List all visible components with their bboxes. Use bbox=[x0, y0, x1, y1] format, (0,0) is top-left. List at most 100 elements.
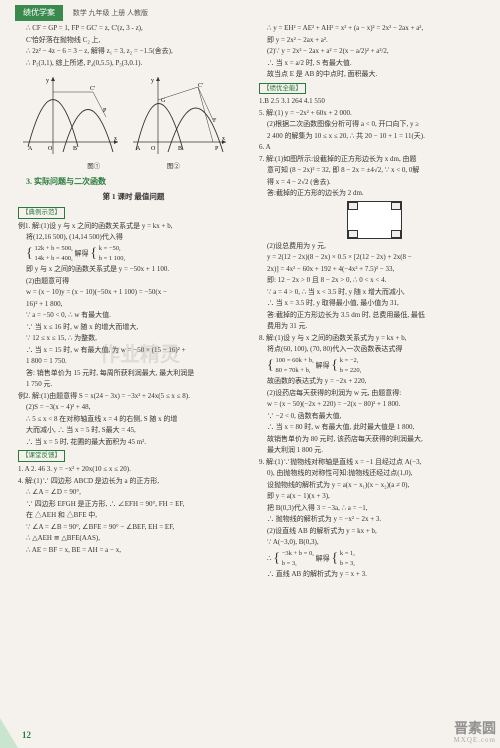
text-line: (2)设药店每天获得的利润为 w 元, 由题意得: bbox=[259, 388, 490, 399]
text-line: 16)² + 1 800, bbox=[18, 299, 249, 310]
text-line: 5. 解:(1) y = −2x² + 60x + 2 000. bbox=[259, 108, 490, 119]
text-line: (2)根据二次函数图像分析可得 a < 0, 开口向下, y ≥ bbox=[259, 119, 490, 130]
text-line: 即 y = 2x² − 2ax + a². bbox=[259, 35, 490, 46]
page-content: ∴ CF = GP = 1, FP = GC' = z, C'(z, 3 - z… bbox=[0, 21, 500, 581]
text-line: ∴ 5 ≤ x < 8 在对称轴直线 x = 4 的右侧, S 随 x 的增 bbox=[18, 414, 249, 425]
text-line: ∴ 当 x = 80 时, w 有最大值, 此时最大值是 1 800, bbox=[259, 422, 490, 433]
text-line: (2)由题意可得 bbox=[18, 276, 249, 287]
svg-text:x: x bbox=[222, 136, 225, 142]
page-corner-decoration bbox=[0, 718, 18, 748]
svg-text:x: x bbox=[114, 136, 117, 142]
text-line: ∴ △AEH ≌ △BFE(AAS), bbox=[18, 533, 249, 544]
text-line: 0), 由抛物线的对称性可知:抛物线还经过点(1,0), bbox=[259, 468, 490, 479]
text-line: (2)∵ y = 2x² − 2ax + a² = 2(x − a/2)² + … bbox=[259, 46, 490, 57]
text-line: ∵ a = −50 < 0, ∴ w 有最大值. bbox=[18, 310, 249, 321]
right-column: ∴ y = EH² = AE² + AH² = x² + (a − x)² = … bbox=[259, 23, 490, 581]
text-line: ∴ 当 x = a/2 时, S 有最大值. bbox=[259, 58, 490, 69]
text-line: ∴ 当 x = 15 时, w 有最大值, 为 w = −50 × (15 − … bbox=[18, 345, 249, 356]
text-line: 1 800 = 1 750. bbox=[18, 356, 249, 367]
text-line: w = (x − 50)(−2x + 220) = −2(x − 80)² + … bbox=[259, 399, 490, 410]
text-line: (2)S = −3(x − 4)² + 48, bbox=[18, 402, 249, 413]
svg-text:y: y bbox=[151, 78, 154, 84]
text-line: (2)设直线 AB 的解析式为 y = kx + b, bbox=[259, 526, 490, 537]
text-line: 即 y 与 x 之间的函数关系式是 y = −50x + 1 100. bbox=[18, 264, 249, 275]
text-line: 答:截掉的正方形的边长为 2 dm. bbox=[259, 188, 490, 199]
text-line: ∵ ∠A = ∠B = 90°, ∠BFE = 90° − ∠BEF, EH =… bbox=[18, 522, 249, 533]
text-line: ∴ AE = BF = x, BE = AH = a − x, bbox=[18, 545, 249, 556]
text-line: 答: 销售单价为 15 元时, 每周所获利润最大, 最大利润是 bbox=[18, 368, 249, 379]
equation-system: { 100 = 60k + b,80 = 70k + b, 解得 { k = −… bbox=[259, 356, 490, 376]
svg-text:A: A bbox=[136, 146, 141, 152]
text-line: 故函数的表达式为 y = −2x + 220, bbox=[259, 376, 490, 387]
text-line: ∵ −2 < 0, 函数有最大值, bbox=[259, 411, 490, 422]
section-title: 3. 实际问题与二次函数 bbox=[18, 176, 249, 188]
page-header: 绩优学案 数学 九年级 上册 人教版 bbox=[0, 0, 500, 21]
text-line: 大而减小, ∴ 当 x = 5 时, S最大 = 45, bbox=[18, 425, 249, 436]
text-line: 1 750 元. bbox=[18, 379, 249, 390]
text-line: 4. 解:(1)∵ 四边形 ABCD 是边长为 a 的正方形, bbox=[18, 476, 249, 487]
text-line: 在 △AEH 和 △BFE 中, bbox=[18, 510, 249, 521]
text-line: 2 400 的解集为 10 ≤ x ≤ 20, ∴ 共 20 − 10 + 1 … bbox=[259, 131, 490, 142]
svg-text:O: O bbox=[151, 146, 156, 152]
lesson-title: 第 1 课时 最值问题 bbox=[18, 191, 249, 202]
text-line: 即 y = a(x − 1)(x + 3), bbox=[259, 491, 490, 502]
text-line: ∵ A(−3,0), B(0,3), bbox=[259, 537, 490, 548]
text-line: 例1. 解:(1)设 y 与 x 之间的函数关系式是 y = kx + b, bbox=[18, 221, 249, 232]
equation-system: ∴ { −3k + b = 0,b = 3, 解得 { k = 1,b = 3, bbox=[259, 549, 490, 569]
figure-caption: 图① 图② bbox=[18, 162, 249, 172]
svg-text:F: F bbox=[213, 118, 217, 124]
text-line: ∵ 四边形 EFGH 是正方形, ∴ ∠EFH = 90°, FH = EF, bbox=[18, 499, 249, 510]
box-demo: 【典例示范】 bbox=[18, 207, 65, 219]
header-badge: 绩优学案 bbox=[15, 5, 63, 21]
text-line: 1. A 2. 46 3. y = −x² + 20x(10 ≤ x ≤ 20)… bbox=[18, 464, 249, 475]
text-line: 将(12,16 500), (14,14 500)代入得 bbox=[18, 232, 249, 243]
svg-text:P: P bbox=[215, 146, 219, 152]
text-line: ∴ 当 x = 3.5 时, y 取得最小值, 最小值为 31, bbox=[259, 298, 490, 309]
svg-text:O: O bbox=[48, 146, 53, 152]
text-line: 把 B(0,3)代入得 3 = −3a, ∴ a = −1, bbox=[259, 503, 490, 514]
svg-text:B: B bbox=[73, 146, 77, 152]
text-line: ∴ CF = GP = 1, FP = GC' = z, C'(z, 3 - z… bbox=[18, 23, 249, 34]
text-line: 设抛物线的解析式为 y = a(x − x₁)(x − x₂)(a ≠ 0), bbox=[259, 480, 490, 491]
page-number: 12 bbox=[22, 729, 31, 743]
left-column: ∴ CF = GP = 1, FP = GC' = z, C'(z, 3 - z… bbox=[18, 23, 249, 581]
svg-text:C': C' bbox=[90, 86, 95, 92]
watermark-bottom-right: 晋素圆 MXQE.com bbox=[454, 723, 496, 744]
text-line: ∵ 当 x ≤ 16 时, w 随 x 的增大而增大, bbox=[18, 322, 249, 333]
text-line: ∵ a = 4 > 0, ∴ 当 x < 3.5 时, y 随 x 增大而减小, bbox=[259, 287, 490, 298]
text-line: ∴ y = EH² = AE² + AH² = x² + (a − x)² = … bbox=[259, 23, 490, 34]
text-line: 最大利润 1 800 元. bbox=[259, 445, 490, 456]
text-line: ∴ ∠A = ∠D = 90°, bbox=[18, 487, 249, 498]
text-line: 故销售单价为 80 元时, 该药店每天获得的利润最大, bbox=[259, 434, 490, 445]
text-line: 8. 解:(1)设 y 与 x 之间的函数关系式为 y = kx + b, bbox=[259, 333, 490, 344]
text-line: y = 2(12 − 2x)(8 − 2x) × 0.5 × [2(12 − 2… bbox=[259, 252, 490, 263]
svg-text:y: y bbox=[46, 78, 49, 84]
svg-text:B: B bbox=[178, 146, 182, 152]
text-line: (2)设总费用为 y 元, bbox=[259, 241, 490, 252]
box-all: 【绩优全能】 bbox=[259, 83, 306, 95]
text-line: 故当点 E 是 AB 的中点时, 面积最大. bbox=[259, 69, 490, 80]
text-line: ∴ 直线 AB 的解析式为 y = x + 3. bbox=[259, 569, 490, 580]
header-subtitle: 数学 九年级 上册 人教版 bbox=[73, 9, 148, 17]
text-line: ∴ 2z² − 4z − 6 = 3 − z, 解得 z₁ = 3, z₂ = … bbox=[18, 46, 249, 57]
text-line: 1.B 2.5 3.1 264 4.1 550 bbox=[259, 96, 490, 107]
text-line: 例2. 解:(1)由题意得 S = x(24 − 3x) = −3x² + 24… bbox=[18, 391, 249, 402]
text-line: 费用为 31 元. bbox=[259, 321, 490, 332]
text-line: 答:截掉的正方形边长为 3.5 dm 时, 总费用最低, 最低 bbox=[259, 310, 490, 321]
svg-text:P: P bbox=[103, 108, 107, 114]
svg-text:A: A bbox=[28, 146, 33, 152]
text-line: w = (x − 10)y = (x − 10)(−50x + 1 100) =… bbox=[18, 287, 249, 298]
text-line: C'恰好落在抛物线 C₂ 上, bbox=[18, 35, 249, 46]
text-line: 2x)] = 4x² − 60x + 192 + 4(−4x² + 7.5)² … bbox=[259, 264, 490, 275]
text-line: 6. A bbox=[259, 142, 490, 153]
equation-system: { 12k + b = 500,14k + b = 400, 解得 { k = … bbox=[18, 244, 249, 264]
box-class: 【课堂反馈】 bbox=[18, 450, 65, 462]
text-line: ∴ 抛物线的解析式为 y = −x² − 2x + 3. bbox=[259, 514, 490, 525]
parabola-figure: A O B x y C' P A O B x y bbox=[18, 72, 249, 172]
text-line: ∴ 当 x = 5 时, 花圃的最大面积为 45 m². bbox=[18, 437, 249, 448]
text-line: 即: 12 − 2x > 0 且 8 − 2x > 0, ∴ 0 < x < 4… bbox=[259, 275, 490, 286]
text-line: 9. 解:(1)∵抛物线对称轴是直线 x = −1 且经过点 A(−3, bbox=[259, 457, 490, 468]
text-line: ∴ P₅(3,1), 综上所述, P₄(0,5.5), P₅(3,0.1). bbox=[18, 58, 249, 69]
text-line: 将点(60, 100), (70, 80)代入一次函数表达式得 bbox=[259, 344, 490, 355]
text-line: ∵ 12 ≤ x ≤ 15, ∴ 为整数, bbox=[18, 333, 249, 344]
